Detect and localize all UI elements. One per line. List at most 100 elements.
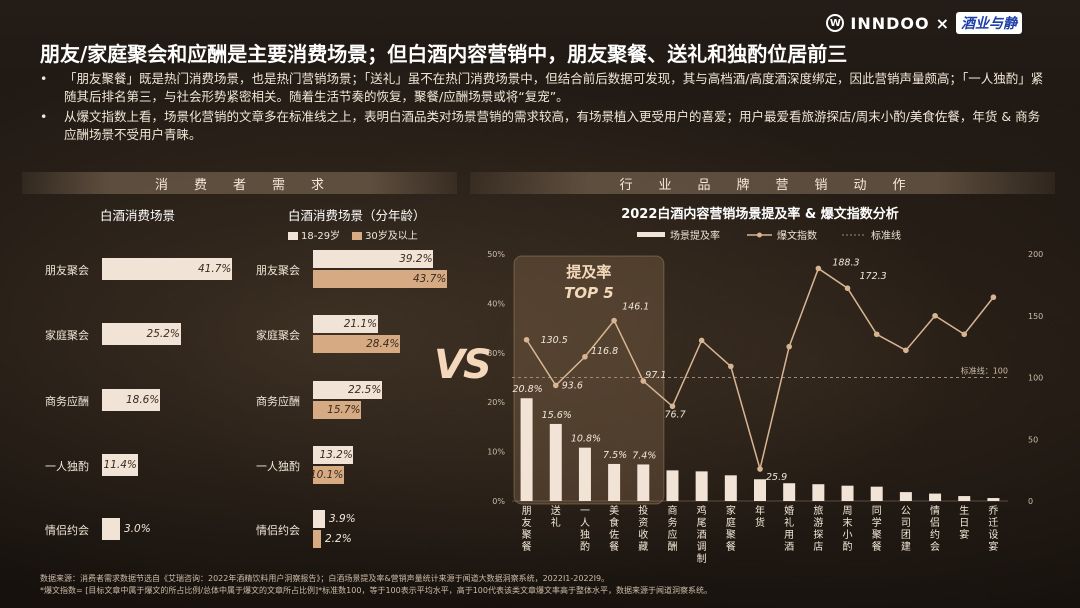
bar-value-label: 39.2% [399, 253, 433, 265]
x-category-char: 人 [580, 517, 590, 529]
source-line: 数据来源：消费者需求数据节选自《艾瑞咨询：2022年酒精饮料用户洞察报告》；白酒… [40, 574, 610, 583]
x-category-char: 周 [843, 505, 853, 517]
category-label: 家庭聚会 [256, 329, 300, 342]
x-category-char: 设 [988, 529, 998, 541]
standard-line-label: 标准线：100 [961, 366, 1008, 376]
mention-rate-bar [958, 496, 971, 501]
y-right-tick: 100 [1028, 374, 1043, 383]
bar-value-label: 18.6% [125, 394, 160, 406]
category-label: 商务应酬 [256, 395, 300, 408]
x-category-char: 婚 [784, 504, 794, 517]
bar-value-label: 11.4% [103, 459, 137, 471]
old-bar [313, 530, 321, 548]
category-label: 朋友聚会 [256, 264, 300, 277]
age-legend: 18-29岁 30岁及以上 [288, 227, 418, 242]
partner-logo: 酒业与静 [956, 12, 1022, 34]
legend-old-label: 30岁及以上 [365, 231, 418, 242]
bar-value-label: 43.7% [413, 273, 447, 285]
young-bar [313, 381, 382, 399]
line-value-label: 116.8 [591, 346, 618, 357]
bar-value-label: 28.4% [366, 338, 400, 350]
y-left-tick: 10% [487, 448, 505, 457]
x-category-char: 生 [959, 504, 969, 517]
mention-rate-bar [520, 398, 533, 501]
chart-title: 2022白酒内容营销场景提及率 & 爆文指数分析 [621, 206, 899, 222]
bar-value-label: 15.7% [327, 404, 361, 416]
x-category-char: 建 [901, 540, 911, 553]
category-label: 朋友聚会 [45, 264, 89, 277]
line-value-label: 172.3 [860, 271, 887, 282]
x-category-char: 酒 [784, 541, 794, 553]
bar-value-label: 13.2% [319, 449, 353, 461]
line-value-label: 188.3 [832, 257, 859, 268]
x-category-char: 店 [813, 540, 823, 553]
page-title: 朋友/家庭聚会和应酬是主要消费场景；但白酒内容营销中，朋友聚餐、送礼和独酌位居前… [40, 42, 848, 66]
x-category-char: 司 [901, 518, 911, 529]
legend-young-label: 18-29岁 [301, 231, 341, 242]
x-category-char: 宴 [959, 528, 969, 541]
vs-text: VS [434, 342, 492, 388]
bullet-item: • 「朋友聚餐」既是热门消费场景，也是热门营销场景；「送礼」虽不在热门消费场景中，… [40, 70, 1050, 106]
mention-rate-bar [812, 484, 825, 501]
viral-index-point [611, 317, 617, 324]
x-category-char: 餐 [726, 540, 736, 553]
x-category-char: 乔 [988, 505, 998, 517]
bar-value-label: 3.9% [328, 513, 356, 525]
bar-value-label: 15.6% [542, 410, 572, 421]
brand-cross: × [935, 13, 950, 33]
bar-value-label: 10.8% [571, 434, 601, 445]
mention-rate-bar [578, 447, 591, 501]
mention-rate-bar [724, 475, 737, 501]
x-category-char: 日 [959, 518, 969, 529]
bar-value-label: 25.2% [146, 328, 180, 340]
viral-index-point [786, 343, 792, 350]
bullet-item: • 从爆文指数上看，场景化营销的文章多在标准线之上，表明白酒品类对场景营销的需求较… [40, 108, 1050, 144]
viral-index-point [669, 403, 676, 410]
x-category-char: 探 [813, 528, 823, 541]
legend-bar-swatch [637, 232, 665, 237]
x-category-char: 酬 [667, 541, 677, 553]
viral-index-point [844, 285, 851, 292]
x-category-char: 礼 [551, 516, 561, 529]
x-category-char: 公 [901, 506, 911, 517]
x-category-char: 旅 [813, 504, 823, 517]
y-left-tick: 0% [492, 497, 505, 506]
mention-rate-bar [666, 470, 679, 501]
young-bar [313, 446, 354, 464]
mention-rate-bar [549, 423, 562, 501]
category-label: 一人独酌 [45, 460, 89, 473]
x-category-char: 朋 [522, 505, 532, 517]
x-category-char: 餐 [609, 540, 619, 553]
brand-logo: W INNDOO × 酒业与静 [826, 8, 1022, 38]
bar-value-label: 3.0% [124, 523, 151, 535]
x-category-char: 同 [872, 505, 882, 517]
old-bar [313, 401, 362, 419]
mention-rate-bar [870, 486, 883, 501]
x-category-char: 送 [551, 504, 561, 517]
legend-line-marker [757, 232, 762, 238]
x-category-char: 佐 [609, 529, 619, 541]
x-category-char: 庭 [726, 516, 736, 529]
line-value-label: 76.7 [664, 409, 685, 420]
viral-index-point [640, 378, 647, 384]
bullet-icon: • [40, 71, 48, 86]
scene-bar [102, 518, 120, 540]
x-category-char: 聚 [522, 529, 532, 541]
category-label: 家庭聚会 [45, 329, 89, 342]
source-line: *爆文指数= [目标文章中属于爆文的所占比例/总体中属于爆文的文章所占比例]*标… [40, 586, 712, 595]
x-category-char: 调 [697, 541, 707, 553]
legend-line-label: 爆文指数 [777, 229, 817, 242]
x-category-char: 约 [930, 528, 940, 541]
x-category-char: 学 [872, 516, 882, 529]
x-category-char: 末 [843, 516, 853, 529]
viral-index-point [903, 347, 909, 354]
summary-bullets: • 「朋友聚餐」既是热门消费场景，也是热门营销场景；「送礼」虽不在热门消费场景中，… [40, 70, 1050, 146]
viral-index-point [757, 466, 763, 472]
x-category-char: 聚 [726, 529, 736, 541]
mention-rate-bar [841, 485, 854, 501]
legend-old: 30岁及以上 [352, 227, 418, 242]
x-category-char: 会 [930, 540, 940, 553]
mention-rate-bar [929, 493, 942, 501]
viral-index-point [698, 337, 705, 344]
mention-rate-bar [608, 463, 621, 501]
